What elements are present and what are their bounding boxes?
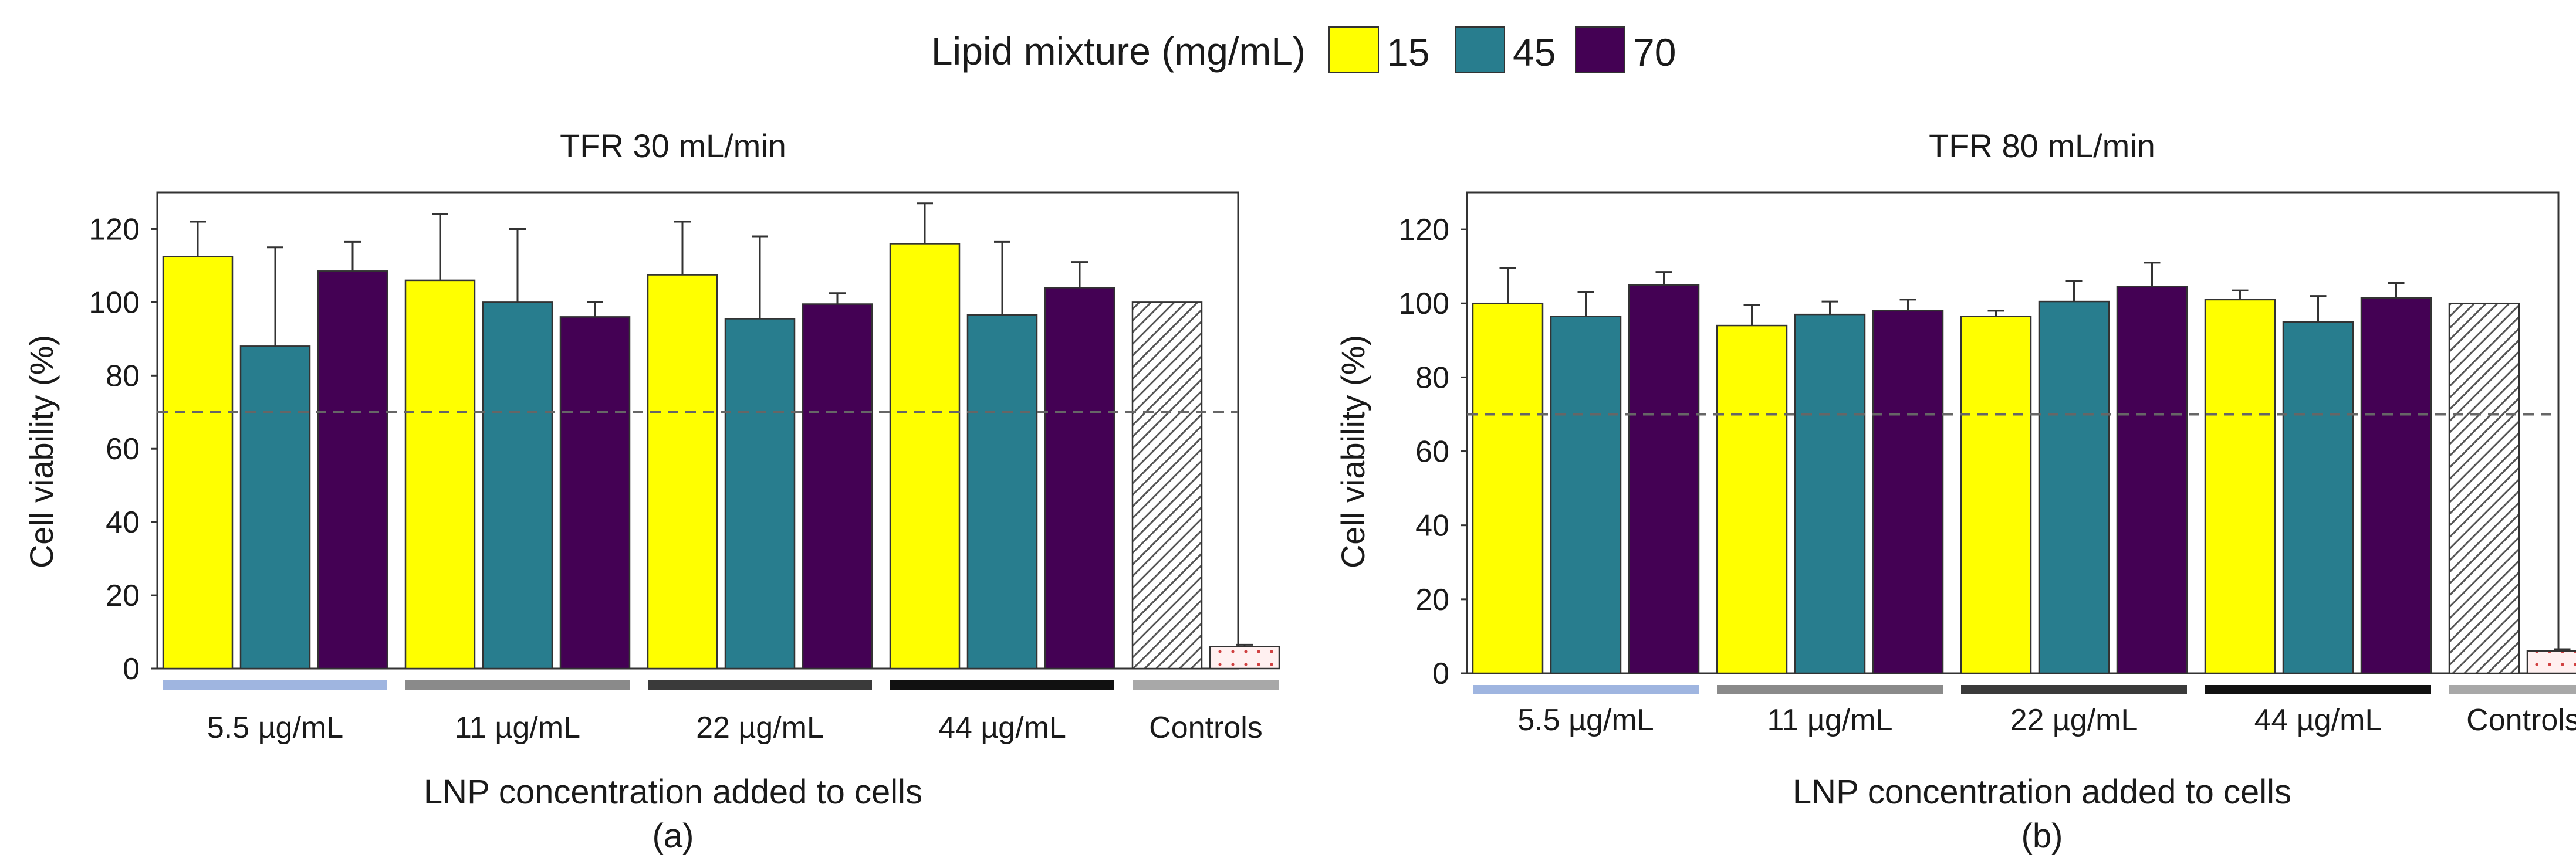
- bar-70-3: [2116, 286, 2188, 674]
- legend-swatch-70: [1575, 26, 1625, 73]
- panel-a-title: TFR 30 mL/min: [560, 127, 786, 164]
- y-tick-label: 20: [1415, 583, 1449, 617]
- y-tick-label: 120: [1398, 213, 1449, 247]
- group-1-bar: [1473, 685, 1699, 694]
- legend-swatch-45: [1455, 26, 1505, 73]
- group-1-bar: [163, 680, 387, 690]
- y-tick-label: 120: [89, 212, 140, 246]
- bar-45-2: [482, 301, 553, 670]
- bar-15-3: [1960, 316, 2032, 674]
- bar-15-2: [404, 279, 476, 670]
- bar-45-2: [1794, 313, 1866, 674]
- panel-a-plot: 0 20 40 60 80 100 120 5.5 µg/mL 11 µg/mL 22 µg/mL…: [89, 191, 1280, 745]
- legend-title: Lipid mixture (mg/mL): [931, 29, 1306, 73]
- group-2-bar: [1717, 685, 1943, 694]
- bar-15-1: [1472, 302, 1544, 674]
- group-3-label: 22 µg/mL: [696, 711, 824, 745]
- bar-70-2: [559, 316, 631, 670]
- bar-70-1: [1628, 284, 1700, 674]
- panel-a-xlabel: LNP concentration added to cells: [424, 773, 922, 811]
- y-tick-label: 80: [106, 359, 140, 393]
- bar-control-1: [1131, 301, 1203, 670]
- group-controls-bar: [1133, 680, 1279, 690]
- bar-45-1: [1550, 316, 1622, 674]
- group-controls-label: Controls: [1149, 711, 1263, 745]
- group-3-bar: [1961, 685, 2187, 694]
- y-tick-label: 60: [106, 432, 140, 466]
- bar-45-4: [966, 314, 1038, 670]
- group-2-label: 11 µg/mL: [455, 711, 580, 745]
- group-2-label: 11 µg/mL: [1767, 703, 1893, 737]
- legend: Lipid mixture (mg/mL) 15 45 70: [931, 26, 1676, 74]
- group-1-label: 5.5 µg/mL: [207, 711, 343, 745]
- group-4-bar: [2205, 685, 2431, 694]
- y-tick-label: 0: [123, 652, 140, 686]
- group-1-label: 5.5 µg/mL: [1517, 703, 1654, 737]
- bar-15-1: [162, 256, 234, 670]
- panel-b-xlabel: LNP concentration added to cells: [1793, 773, 2291, 811]
- panel-a-ylabel: Cell viability (%): [23, 335, 60, 568]
- bar-control-2: [1209, 646, 1280, 670]
- legend-label-15: 15: [1387, 30, 1429, 74]
- bar-70-2: [1872, 310, 1944, 674]
- group-3-bar: [648, 680, 872, 690]
- bar-15-4: [2204, 299, 2276, 674]
- bar-15-3: [647, 274, 718, 670]
- y-tick-label: 40: [1415, 509, 1449, 543]
- y-tick-label: 40: [106, 506, 140, 540]
- bar-70-1: [317, 270, 388, 670]
- y-tick-label: 100: [89, 286, 140, 320]
- bar-15-4: [889, 243, 961, 670]
- bar-control-1: [2448, 302, 2520, 674]
- legend-label-70: 70: [1633, 30, 1676, 74]
- bar-45-3: [724, 318, 796, 670]
- panel-b-ylabel: Cell viability (%): [1334, 335, 1371, 568]
- y-tick-label: 100: [1398, 287, 1449, 321]
- y-tick-label: 60: [1415, 435, 1449, 469]
- bar-70-4: [2360, 297, 2432, 674]
- panel-b-title: TFR 80 mL/min: [1929, 127, 2155, 164]
- group-controls-label: Controls: [2466, 703, 2576, 737]
- bar-control-2: [2526, 650, 2576, 674]
- group-4-label: 44 µg/mL: [938, 711, 1066, 745]
- bar-45-4: [2282, 321, 2354, 674]
- bar-15-2: [1716, 324, 1788, 674]
- y-tick-label: 0: [1432, 657, 1449, 691]
- y-tick-label: 20: [106, 579, 140, 613]
- panel-b: TFR 80 mL/min Cell viability (%) LNP con…: [1334, 127, 2576, 855]
- group-4-bar: [890, 680, 1114, 690]
- legend-label-45: 45: [1513, 30, 1556, 74]
- y-tick-label: 80: [1415, 361, 1449, 395]
- group-controls-bar: [2449, 685, 2576, 694]
- bar-70-4: [1044, 287, 1115, 670]
- bar-45-3: [2038, 300, 2110, 674]
- panel-a-caption: (a): [653, 817, 694, 855]
- group-4-label: 44 µg/mL: [2254, 703, 2382, 737]
- group-3-label: 22 µg/mL: [2010, 703, 2138, 737]
- bar-45-1: [239, 345, 311, 670]
- group-2-bar: [405, 680, 630, 690]
- bar-70-3: [802, 303, 873, 670]
- panel-a: TFR 30 mL/min Cell viability (%) LNP con…: [23, 127, 1280, 855]
- panel-b-caption: (b): [2021, 817, 2063, 855]
- panel-b-plot: 0 20 40 60 80 100 120 5.5 µg/mL 11 µg/mL 22 µg/mL…: [1398, 191, 2576, 737]
- legend-swatch-15: [1328, 26, 1379, 73]
